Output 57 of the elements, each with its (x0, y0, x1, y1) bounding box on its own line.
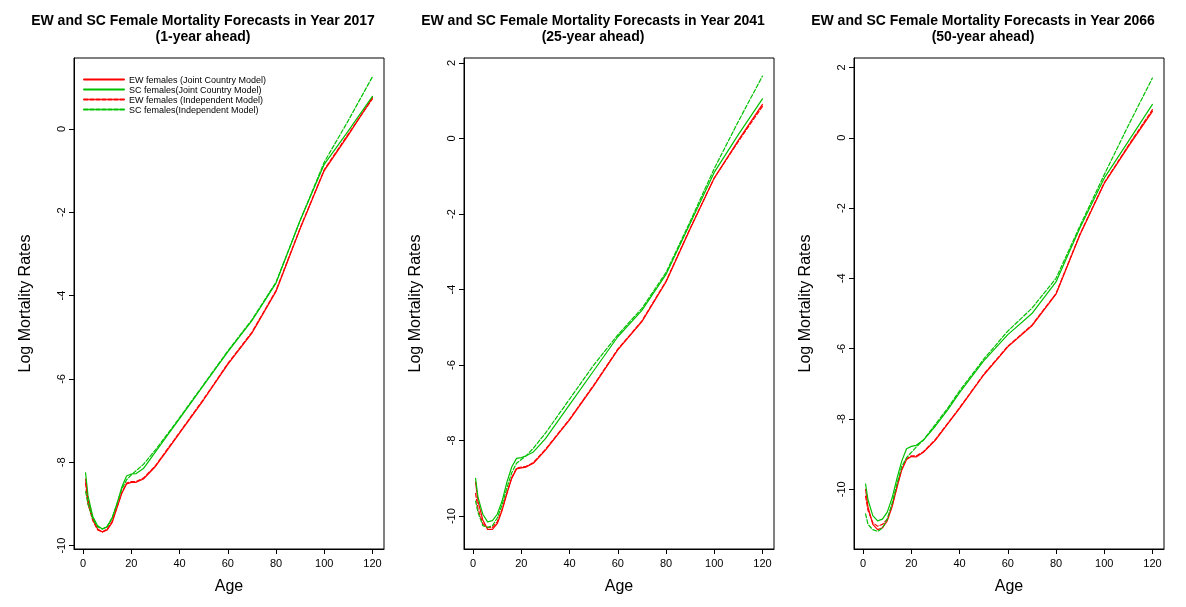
x-tick-label: 60 (221, 556, 234, 569)
y-tick-label: -4 (834, 273, 847, 284)
y-tick-label: -8 (444, 435, 457, 446)
y-tick-label: -2 (834, 203, 847, 213)
y-tick-label: -2 (444, 209, 457, 219)
x-tick-label: 60 (1001, 556, 1014, 569)
chart-subtitle: (1-year ahead) (155, 28, 251, 44)
x-tick-label: 120 (753, 556, 772, 569)
chart-title: EW and SC Female Mortality Forecasts in Year 2017 (31, 12, 376, 28)
x-tick-label: 120 (363, 556, 382, 569)
legend-label: SC females(Joint Country Model) (129, 84, 262, 95)
y-tick-label: 0 (444, 135, 457, 142)
x-axis-title: Age (214, 576, 244, 594)
x-tick-label: 20 (905, 556, 918, 569)
chart-subtitle: (50-year ahead) (931, 28, 1035, 44)
x-tick-label: 0 (80, 556, 87, 569)
y-axis-title: Log Mortality Rates (405, 234, 423, 373)
x-tick-label: 20 (515, 556, 528, 569)
y-tick-label: -8 (834, 414, 847, 424)
x-axis-title: Age (994, 576, 1024, 594)
y-tick-label: 0 (54, 125, 67, 132)
x-tick-label: 0 (470, 556, 477, 569)
x-tick-label: 80 (269, 556, 283, 569)
x-tick-label: 100 (705, 556, 724, 569)
y-tick-label: 2 (834, 64, 847, 71)
y-tick-label: 0 (834, 134, 847, 141)
x-tick-label: 40 (173, 556, 186, 569)
x-tick-label: 100 (1095, 556, 1114, 569)
x-tick-label: 40 (953, 556, 966, 569)
x-tick-label: 40 (563, 556, 576, 569)
y-tick-label: -6 (834, 343, 847, 354)
y-tick-label: -6 (54, 374, 67, 384)
x-tick-label: 80 (659, 556, 673, 569)
y-axis-title: Log Mortality Rates (795, 234, 813, 373)
legend-label: SC females(Independent Model) (129, 104, 259, 115)
chart-subtitle: (25-year ahead) (541, 28, 645, 44)
y-tick-label: -4 (444, 284, 457, 295)
chart-title: EW and SC Female Mortality Forecasts in Year 2066 (811, 12, 1156, 28)
y-tick-label: -4 (54, 290, 67, 301)
y-tick-label: -6 (444, 360, 457, 370)
y-tick-label: 2 (444, 59, 457, 66)
legend-label: EW females (Independent Model) (129, 94, 264, 105)
legend-label: EW females (Joint Country Model) (129, 74, 267, 85)
chart-title: EW and SC Female Mortality Forecasts in Year 2041 (421, 12, 766, 28)
x-tick-label: 20 (125, 556, 138, 569)
y-tick-label: -8 (54, 457, 67, 468)
x-axis-title: Age (604, 576, 634, 594)
y-tick-label: -10 (444, 508, 457, 525)
x-tick-label: 100 (315, 556, 334, 569)
x-tick-label: 0 (860, 556, 867, 569)
y-axis-title: Log Mortality Rates (15, 234, 33, 373)
x-tick-label: 80 (1049, 556, 1063, 569)
y-tick-label: -10 (54, 537, 67, 554)
x-tick-label: 120 (1143, 556, 1162, 569)
x-tick-label: 60 (611, 556, 624, 569)
y-tick-label: -10 (834, 481, 847, 498)
y-tick-label: -2 (54, 207, 67, 218)
